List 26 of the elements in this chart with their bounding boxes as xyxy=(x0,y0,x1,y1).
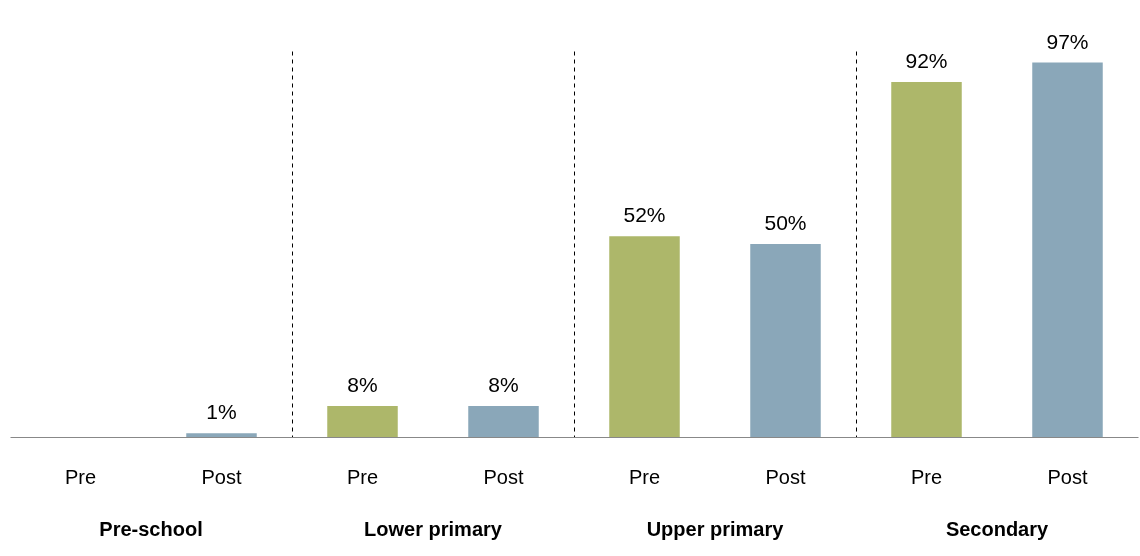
x-tick-label: Pre-school xyxy=(99,517,203,540)
bar xyxy=(609,236,680,437)
text: Post xyxy=(483,466,524,488)
data-label: 1% xyxy=(206,400,237,424)
data-label: 8% xyxy=(347,373,378,397)
x-tick-label: Lower primary xyxy=(364,517,503,540)
data-label: 8% xyxy=(488,373,519,397)
bar xyxy=(186,433,257,437)
bar xyxy=(750,244,821,437)
series-label: Post xyxy=(201,466,242,488)
text: Post xyxy=(765,466,806,488)
x-tick-label: Secondary xyxy=(945,517,1050,540)
text: Pre xyxy=(910,466,943,488)
bar xyxy=(468,406,539,437)
series-label: Pre xyxy=(346,466,379,488)
text: Pre xyxy=(628,466,661,488)
data-label: 50% xyxy=(764,211,807,234)
text: Post xyxy=(1047,466,1088,488)
data-label: 97% xyxy=(1046,29,1089,53)
x-tick-label: Upper primary xyxy=(646,517,785,540)
data-label: 52% xyxy=(623,203,666,227)
text: Pre xyxy=(64,466,97,488)
data-label: 92% xyxy=(905,48,948,72)
bar xyxy=(327,406,398,437)
bar xyxy=(891,81,962,437)
bar xyxy=(1032,62,1103,437)
